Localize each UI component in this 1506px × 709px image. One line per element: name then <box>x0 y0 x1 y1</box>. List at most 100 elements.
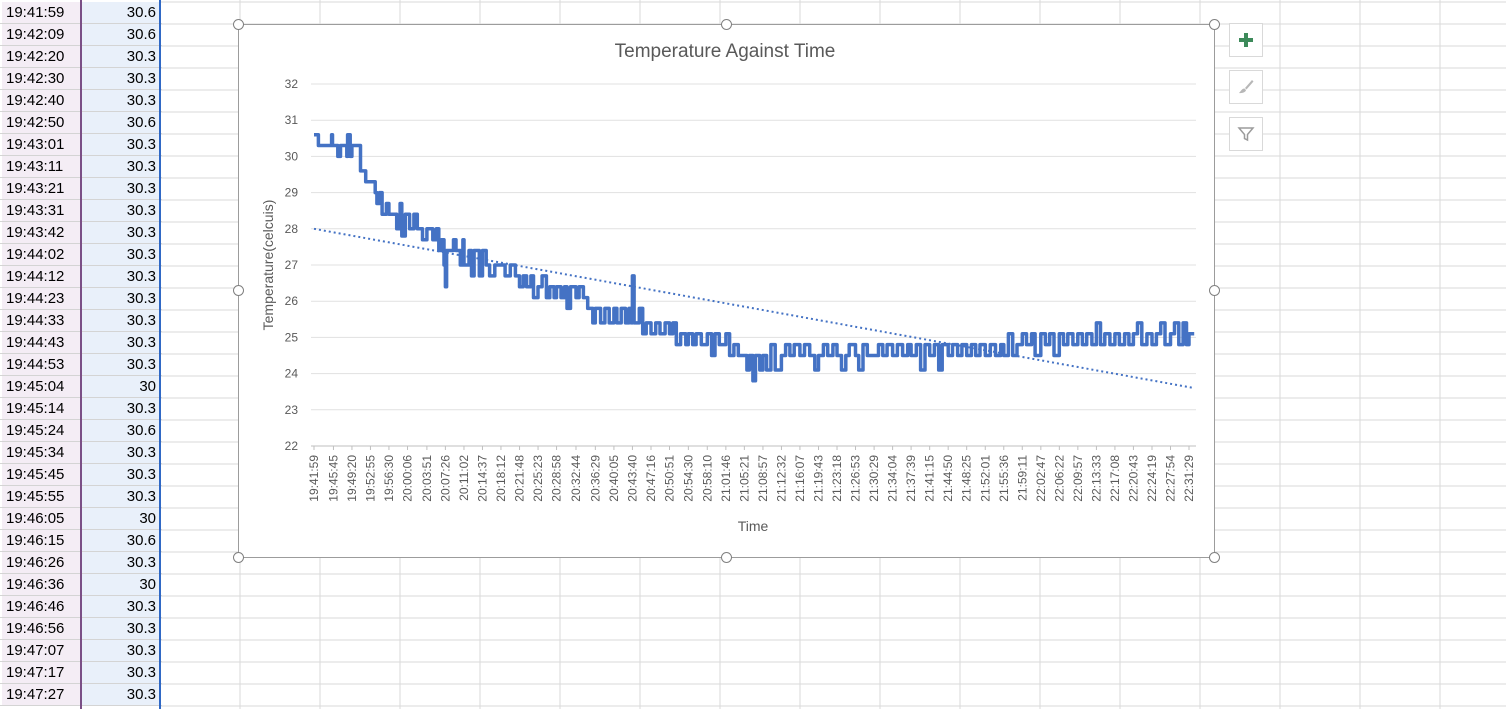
cell-time[interactable]: 19:46:15 <box>2 530 80 552</box>
x-tick-label: 22:09:57 <box>1071 455 1085 502</box>
cell-temperature[interactable]: 30.3 <box>82 552 160 574</box>
cell-temperature[interactable]: 30.6 <box>82 420 160 442</box>
cell-temperature[interactable]: 30.3 <box>82 288 160 310</box>
cell-time[interactable]: 19:45:45 <box>2 464 80 486</box>
x-tick-label: 22:02:47 <box>1034 455 1048 502</box>
cell-time[interactable]: 19:44:02 <box>2 244 80 266</box>
cell-temperature[interactable]: 30.3 <box>82 640 160 662</box>
cell-temperature[interactable]: 30 <box>82 376 160 398</box>
x-tick-label: 20:36:29 <box>588 455 602 502</box>
cell-temperature[interactable]: 30.3 <box>82 222 160 244</box>
cell-temperature[interactable]: 30.6 <box>82 112 160 134</box>
cell-time[interactable]: 19:43:42 <box>2 222 80 244</box>
cell-temperature[interactable]: 30.3 <box>82 200 160 222</box>
cell-time[interactable]: 19:44:12 <box>2 266 80 288</box>
cell-time[interactable]: 19:45:55 <box>2 486 80 508</box>
cell-temperature[interactable]: 30.6 <box>82 530 160 552</box>
cell-temperature[interactable]: 30 <box>82 508 160 530</box>
cell-time[interactable]: 19:42:30 <box>2 68 80 90</box>
cell-temperature[interactable]: 30.3 <box>82 398 160 420</box>
cell-time[interactable]: 19:44:43 <box>2 332 80 354</box>
cell-temperature[interactable]: 30.3 <box>82 266 160 288</box>
cell-time[interactable]: 19:43:31 <box>2 200 80 222</box>
cell-temperature[interactable]: 30.3 <box>82 442 160 464</box>
cell-time[interactable]: 19:45:34 <box>2 442 80 464</box>
cell-time[interactable]: 19:46:26 <box>2 552 80 574</box>
cell-temperature[interactable]: 30.3 <box>82 354 160 376</box>
cell-temperature[interactable]: 30.3 <box>82 662 160 684</box>
x-tick-label: 19:45:45 <box>326 455 340 502</box>
data-columns: 19:41:59 30.6 19:42:09 30.6 19:42:20 30.3 19:4… <box>0 0 162 709</box>
cell-time[interactable]: 19:45:24 <box>2 420 80 442</box>
cell-time[interactable]: 19:47:17 <box>2 662 80 684</box>
x-tick-label: 20:11:02 <box>457 455 471 501</box>
x-tick-label: 21:41:15 <box>923 455 937 502</box>
cell-time[interactable]: 19:42:09 <box>2 24 80 46</box>
cell-time[interactable]: 19:42:50 <box>2 112 80 134</box>
resize-handle-top[interactable] <box>721 19 732 30</box>
x-tick-label: 20:54:30 <box>681 455 695 502</box>
chart-title: Temperature Against Time <box>615 41 836 62</box>
x-tick-label: 22:20:43 <box>1126 455 1140 502</box>
cell-time[interactable]: 19:46:36 <box>2 574 80 596</box>
cell-time[interactable]: 19:47:07 <box>2 640 80 662</box>
cell-temperature[interactable]: 30.3 <box>82 178 160 200</box>
cell-time[interactable]: 19:43:11 <box>2 156 80 178</box>
cell-temperature[interactable]: 30.3 <box>82 618 160 640</box>
cell-temperature[interactable]: 30.3 <box>82 90 160 112</box>
cell-time[interactable]: 19:41:59 <box>2 2 80 24</box>
x-tick-label: 21:37:39 <box>904 455 918 502</box>
resize-handle-left[interactable] <box>233 285 244 296</box>
cell-temperature[interactable]: 30.3 <box>82 134 160 156</box>
x-tick-label: 20:18:12 <box>494 455 508 502</box>
cell-time[interactable]: 19:45:14 <box>2 398 80 420</box>
cell-time[interactable]: 19:42:20 <box>2 46 80 68</box>
resize-handle-bottom[interactable] <box>721 552 732 563</box>
cell-time[interactable]: 19:46:05 <box>2 508 80 530</box>
cell-time[interactable]: 19:46:56 <box>2 618 80 640</box>
y-tick-label: 31 <box>285 113 299 127</box>
resize-handle-bottom-right[interactable] <box>1209 552 1220 563</box>
x-tick-label: 20:07:26 <box>438 455 452 502</box>
x-tick-label: 20:28:58 <box>550 455 564 502</box>
chart-area[interactable] <box>238 24 1215 558</box>
cell-temperature[interactable]: 30.3 <box>82 156 160 178</box>
resize-handle-top-right[interactable] <box>1209 19 1220 30</box>
cell-time[interactable]: 19:43:01 <box>2 134 80 156</box>
cell-temperature[interactable]: 30.3 <box>82 464 160 486</box>
x-tick-label: 21:16:07 <box>793 455 807 502</box>
cell-time[interactable]: 19:46:46 <box>2 596 80 618</box>
cell-time[interactable]: 19:44:23 <box>2 288 80 310</box>
cell-temperature[interactable]: 30.6 <box>82 2 160 24</box>
resize-handle-bottom-left[interactable] <box>233 552 244 563</box>
cell-temperature[interactable]: 30.3 <box>82 684 160 706</box>
cell-temperature[interactable]: 30.3 <box>82 332 160 354</box>
cell-temperature[interactable]: 30.3 <box>82 310 160 332</box>
column-b-selection-border <box>159 0 161 709</box>
chart-elements-button[interactable] <box>1229 23 1263 57</box>
cell-time[interactable]: 19:44:53 <box>2 354 80 376</box>
y-tick-label: 26 <box>285 294 299 308</box>
x-tick-label: 21:01:46 <box>719 455 733 502</box>
x-tick-label: 22:31:29 <box>1182 455 1196 502</box>
chart-styles-button[interactable] <box>1229 70 1263 104</box>
cell-temperature[interactable]: 30.3 <box>82 486 160 508</box>
x-tick-label: 20:50:51 <box>663 455 677 502</box>
cell-temperature[interactable]: 30.3 <box>82 68 160 90</box>
cell-time[interactable]: 19:45:04 <box>2 376 80 398</box>
x-tick-label: 20:21:48 <box>513 455 527 502</box>
cell-temperature[interactable]: 30.3 <box>82 46 160 68</box>
resize-handle-top-left[interactable] <box>233 19 244 30</box>
cell-time[interactable]: 19:43:21 <box>2 178 80 200</box>
cell-time[interactable]: 19:47:27 <box>2 684 80 706</box>
cell-temperature[interactable]: 30.3 <box>82 596 160 618</box>
cell-temperature[interactable]: 30.6 <box>82 24 160 46</box>
cell-temperature[interactable]: 30 <box>82 574 160 596</box>
chart-filters-button[interactable] <box>1229 117 1263 151</box>
resize-handle-right[interactable] <box>1209 285 1220 296</box>
cell-time[interactable]: 19:42:40 <box>2 90 80 112</box>
cell-temperature[interactable]: 30.3 <box>82 244 160 266</box>
x-tick-label: 21:08:57 <box>756 455 770 502</box>
cell-time[interactable]: 19:44:33 <box>2 310 80 332</box>
x-tick-label: 21:05:21 <box>737 455 751 502</box>
